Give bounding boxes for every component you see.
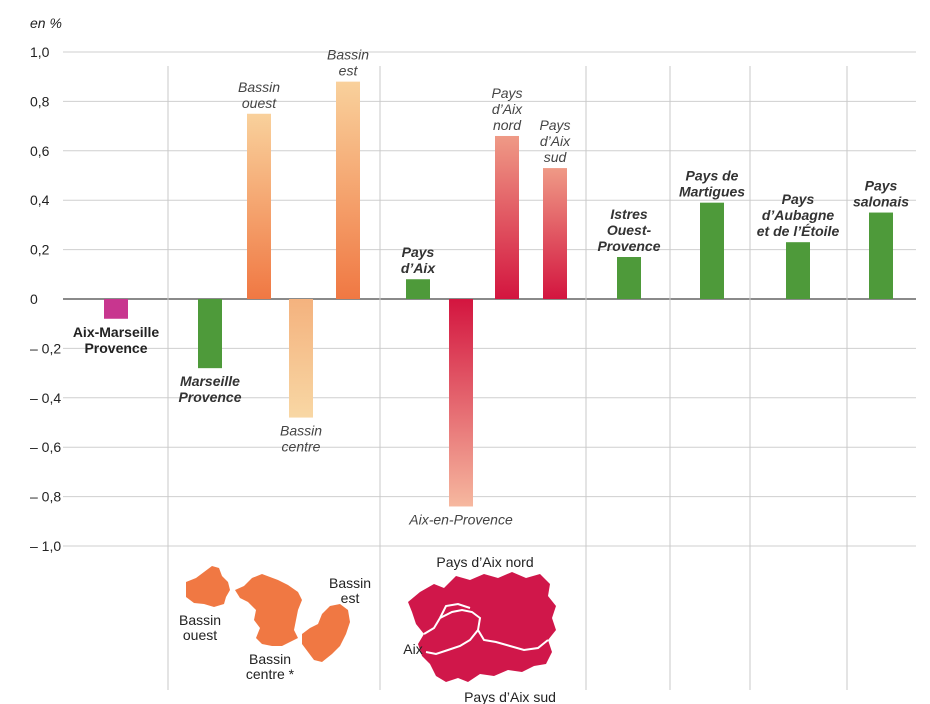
- bar-label-line: d’Aix: [540, 133, 571, 149]
- y-tick-label: 0,6: [30, 143, 50, 159]
- bar-8: [543, 168, 567, 299]
- bar-11: [786, 242, 810, 299]
- bar-5: [406, 279, 430, 299]
- bar-label-line: Pays de: [686, 168, 739, 184]
- bar-label-line: Marseille: [180, 373, 240, 389]
- unit-label: en %: [30, 15, 62, 31]
- bar-0: [104, 299, 128, 319]
- bar-label-line: Provence: [178, 389, 241, 405]
- bar-label-line: Pays: [402, 244, 435, 260]
- bar-1: [198, 299, 222, 369]
- bar-label-line: Bassin: [280, 423, 322, 439]
- map-internal-borders: [423, 602, 549, 656]
- y-tick-label: – 0,4: [30, 390, 61, 406]
- bar-7: [495, 135, 519, 299]
- y-tick-label: 0,4: [30, 192, 50, 208]
- map-bassin-ouest: [186, 566, 230, 607]
- bar-label-11: Pays d’Aubagne et de l’Étoile: [757, 191, 840, 239]
- bar-label-line: Pays: [782, 191, 815, 207]
- map-label-bassin-est: Bassin: [329, 575, 371, 591]
- bar-label-0: Aix-Marseille Provence: [73, 324, 160, 356]
- bar-label-line: et de l’Étoile: [757, 223, 840, 239]
- bar-label-line: sud: [544, 149, 568, 165]
- bar-label-1: Marseille Provence: [178, 373, 241, 405]
- bar-label-line: d’Aix: [401, 260, 436, 276]
- bar-label-12: Pays salonais: [853, 178, 909, 210]
- bar-label-10: Pays de Martigues: [679, 168, 745, 200]
- bar-6: [449, 299, 473, 507]
- bar-label-line: Pays: [491, 85, 522, 101]
- map-label-pays-daix-sud: Pays d’Aix sud: [464, 689, 556, 704]
- bar-label-line: nord: [493, 117, 522, 133]
- bar-label-5: Pays d’Aix: [401, 244, 436, 276]
- bar-label-line: Istres: [610, 206, 648, 222]
- map-label-bassin-centre: Bassin: [249, 651, 291, 667]
- y-tick-label: 1,0: [30, 44, 50, 60]
- bar-4: [336, 81, 360, 299]
- bar-label-4: Bassin est: [327, 47, 369, 79]
- bar-9: [617, 257, 641, 299]
- map-bassin-est: [302, 604, 350, 662]
- bar-label-line: Aix-Marseille: [73, 324, 160, 340]
- bar-label-line: Bassin: [238, 79, 280, 95]
- bar-label-line: Pays: [865, 178, 898, 194]
- bar-label-line: Ouest-: [607, 222, 652, 238]
- bar-label-line: centre: [282, 439, 321, 455]
- bar-12: [869, 212, 893, 299]
- map-label-pays-daix-nord: Pays d’Aix nord: [436, 554, 533, 570]
- map-label-bassin-est-2: est: [341, 590, 360, 606]
- bar-label-line: Bassin: [327, 47, 369, 63]
- bar-10: [700, 202, 724, 299]
- y-tick-label: – 0,2: [30, 340, 61, 356]
- bar-label-7: Pays d’Aix nord: [491, 85, 523, 133]
- bar-label-line: est: [339, 63, 359, 79]
- y-tick-label: 0,2: [30, 242, 50, 258]
- bar-label-line: Pays: [539, 117, 570, 133]
- bar-label-line: Provence: [84, 340, 147, 356]
- y-tick-label: – 1,0: [30, 538, 61, 554]
- y-tick-label: – 0,8: [30, 489, 61, 505]
- bar-label-line: Martigues: [679, 184, 745, 200]
- bar-2: [247, 113, 271, 299]
- bar-label-line: d’Aubagne: [762, 207, 835, 223]
- map-label-bassin-ouest: Bassin: [179, 612, 221, 628]
- bar-label-2: Bassin ouest: [238, 79, 280, 111]
- bar-label-line: ouest: [242, 95, 277, 111]
- y-axis: en % 1,0 0,8 0,6 0,4 0,2 0 – 0,2 – 0,4 – 0,6 – 0,…: [30, 15, 62, 554]
- map-pays-daix: [408, 572, 556, 682]
- map-label-aix: Aix: [403, 641, 422, 657]
- y-tick-label: 0: [30, 291, 38, 307]
- map-label-bassin-ouest-2: ouest: [183, 627, 217, 643]
- marseille-basins-map: Bassin ouest Bassin centre * Bassin est: [179, 566, 371, 682]
- bar-label-line: Provence: [597, 238, 660, 254]
- y-tick-label: 0,8: [30, 93, 50, 109]
- map-bassin-centre: [235, 574, 302, 646]
- bar-label-3: Bassin centre: [280, 423, 322, 455]
- y-tick-label: – 0,6: [30, 439, 61, 455]
- bar-label-6: Aix-en-Provence: [408, 511, 513, 527]
- bar-label-line: Aix-en-Provence: [408, 511, 513, 527]
- pays-daix-map: Pays d’Aix nord Aix Pays d’Aix sud: [403, 554, 556, 704]
- bars: [104, 81, 893, 507]
- bar-label-9: Istres Ouest-Provence: [597, 206, 660, 254]
- bar-label-line: d’Aix: [492, 101, 523, 117]
- bar-label-8: Pays d’Aix sud: [539, 117, 571, 165]
- group-separators: [167, 66, 848, 690]
- bar-3: [289, 299, 313, 418]
- bar-label-line: salonais: [853, 194, 909, 210]
- map-label-bassin-centre-2: centre *: [246, 666, 295, 682]
